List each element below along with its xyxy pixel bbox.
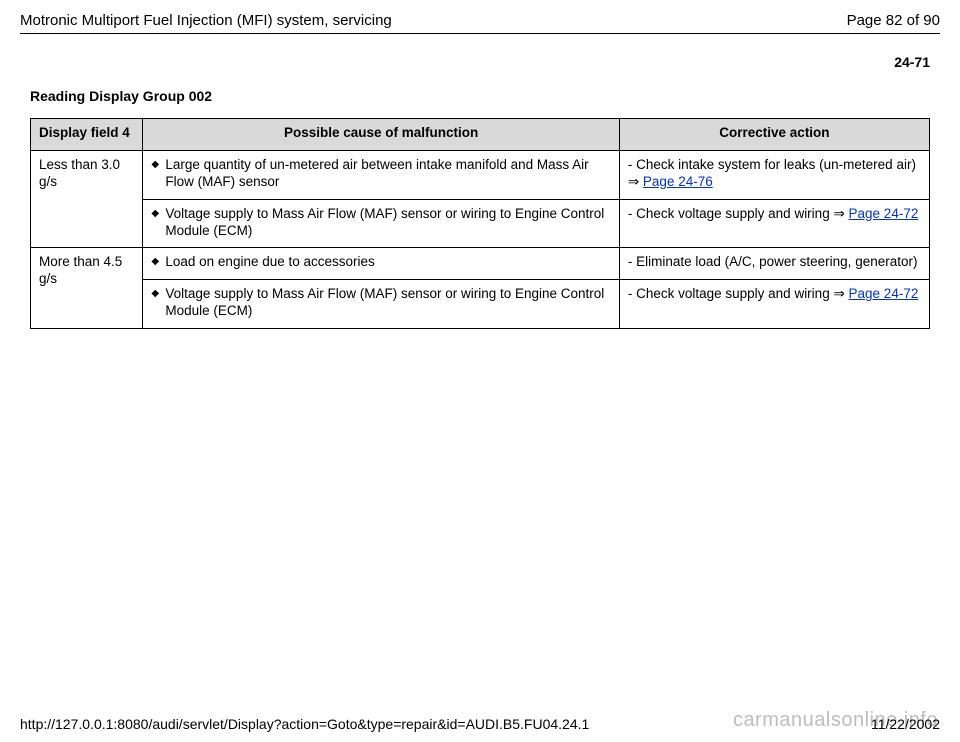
cell-cause: ◆ Voltage supply to Mass Air Flow (MAF) …	[143, 199, 619, 248]
arrow-icon: ⇒	[833, 286, 844, 301]
page-xref-link[interactable]: Page 24-72	[849, 286, 919, 301]
col-header-cause: Possible cause of malfunction	[143, 119, 619, 151]
cause-text: Large quantity of un-metered air between…	[165, 157, 610, 191]
arrow-icon: ⇒	[833, 206, 844, 221]
section-heading: Reading Display Group 002	[30, 88, 930, 104]
doc-title: Motronic Multiport Fuel Injection (MFI) …	[20, 12, 392, 29]
table-row: ◆ Voltage supply to Mass Air Flow (MAF) …	[31, 280, 930, 329]
action-text: - Check voltage supply and wiring	[628, 206, 834, 221]
cell-display-field: Less than 3.0 g/s	[31, 150, 143, 248]
diagnosis-table: Display field 4 Possible cause of malfun…	[30, 118, 930, 329]
table-row: Less than 3.0 g/s ◆ Large quantity of un…	[31, 150, 930, 199]
cell-cause: ◆ Voltage supply to Mass Air Flow (MAF) …	[143, 280, 619, 329]
cause-text: Load on engine due to accessories	[165, 254, 610, 271]
cell-cause: ◆ Large quantity of un-metered air betwe…	[143, 150, 619, 199]
footer-date: 11/22/2002	[871, 716, 940, 732]
arrow-icon: ⇒	[628, 174, 639, 189]
cause-text: Voltage supply to Mass Air Flow (MAF) se…	[165, 286, 610, 320]
page-xref-link[interactable]: Page 24-72	[849, 206, 919, 221]
cell-action: - Eliminate load (A/C, power steering, g…	[619, 248, 929, 280]
col-header-action: Corrective action	[619, 119, 929, 151]
col-header-display-field: Display field 4	[31, 119, 143, 151]
bullet-icon: ◆	[151, 254, 165, 270]
table-row: ◆ Voltage supply to Mass Air Flow (MAF) …	[31, 199, 930, 248]
action-text: - Check intake system for leaks (un-mete…	[628, 157, 916, 172]
cell-display-field: More than 4.5 g/s	[31, 248, 143, 329]
page-of: Page 82 of 90	[847, 12, 940, 29]
cell-cause: ◆ Load on engine due to accessories	[143, 248, 619, 280]
table-row: More than 4.5 g/s ◆ Load on engine due t…	[31, 248, 930, 280]
footer-url: http://127.0.0.1:8080/audi/servlet/Displ…	[20, 716, 589, 732]
cell-action: - Check intake system for leaks (un-mete…	[619, 150, 929, 199]
section-number: 24-71	[0, 34, 960, 78]
cell-action: - Check voltage supply and wiring ⇒ Page…	[619, 280, 929, 329]
bullet-icon: ◆	[151, 157, 165, 173]
cell-action: - Check voltage supply and wiring ⇒ Page…	[619, 199, 929, 248]
page-xref-link[interactable]: Page 24-76	[643, 174, 713, 189]
cause-text: Voltage supply to Mass Air Flow (MAF) se…	[165, 206, 610, 240]
bullet-icon: ◆	[151, 286, 165, 302]
bullet-icon: ◆	[151, 206, 165, 222]
action-text: - Check voltage supply and wiring	[628, 286, 834, 301]
action-text: - Eliminate load (A/C, power steering, g…	[628, 254, 918, 269]
